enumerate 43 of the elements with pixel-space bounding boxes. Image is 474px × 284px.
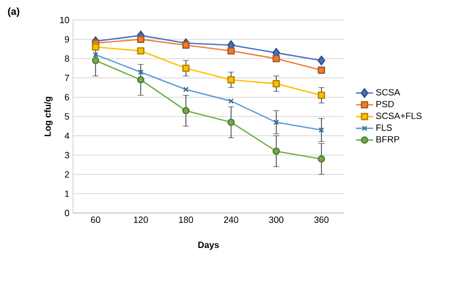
point: [92, 56, 100, 64]
x-tick-label: 360: [314, 216, 329, 223]
y-tick-label: 5: [64, 113, 70, 120]
y-tick-label: 4: [64, 132, 70, 139]
legend-label: SCSA: [376, 89, 400, 96]
point: [318, 56, 326, 66]
point: [227, 118, 235, 126]
point: [137, 76, 144, 84]
point: [182, 107, 190, 114]
x-tick-label: 60: [91, 216, 100, 223]
y-axis-title: Log cfu/g: [44, 96, 53, 136]
point: [318, 92, 326, 99]
x-tick-label: 120: [134, 216, 148, 223]
legend-label: FLS: [376, 124, 392, 131]
y-tick-label: 6: [64, 94, 70, 100]
point: [272, 148, 280, 155]
point: [182, 64, 190, 72]
point: [227, 47, 235, 55]
y-tick-label: 1: [65, 190, 70, 197]
point: [92, 43, 100, 51]
point: [318, 155, 326, 163]
y-tick-label: 3: [64, 152, 70, 158]
y-tick-label: 10: [60, 16, 70, 24]
y-tick-label: 8: [64, 55, 70, 62]
point: [318, 66, 326, 74]
x-tick-label: 300: [269, 216, 284, 223]
point: [182, 41, 190, 49]
legend-label: PSD: [376, 100, 394, 108]
x-tick-label: 180: [179, 216, 194, 223]
point: [137, 36, 144, 43]
y-tick-label: 9: [64, 36, 70, 42]
x-axis-title: Days: [198, 242, 219, 250]
point: [272, 54, 280, 62]
x-tick-label: 240: [224, 216, 238, 223]
point: [137, 47, 144, 55]
legend-label: BFRP: [376, 136, 400, 142]
legend-label: SCSA+FLS: [376, 112, 422, 120]
chart-title: (a): [8, 8, 20, 17]
y-tick-label: 2: [64, 171, 70, 178]
y-tick-label: 7: [64, 74, 70, 81]
point: [227, 76, 235, 84]
point: [272, 80, 280, 88]
y-tick-label: 0: [64, 210, 70, 216]
